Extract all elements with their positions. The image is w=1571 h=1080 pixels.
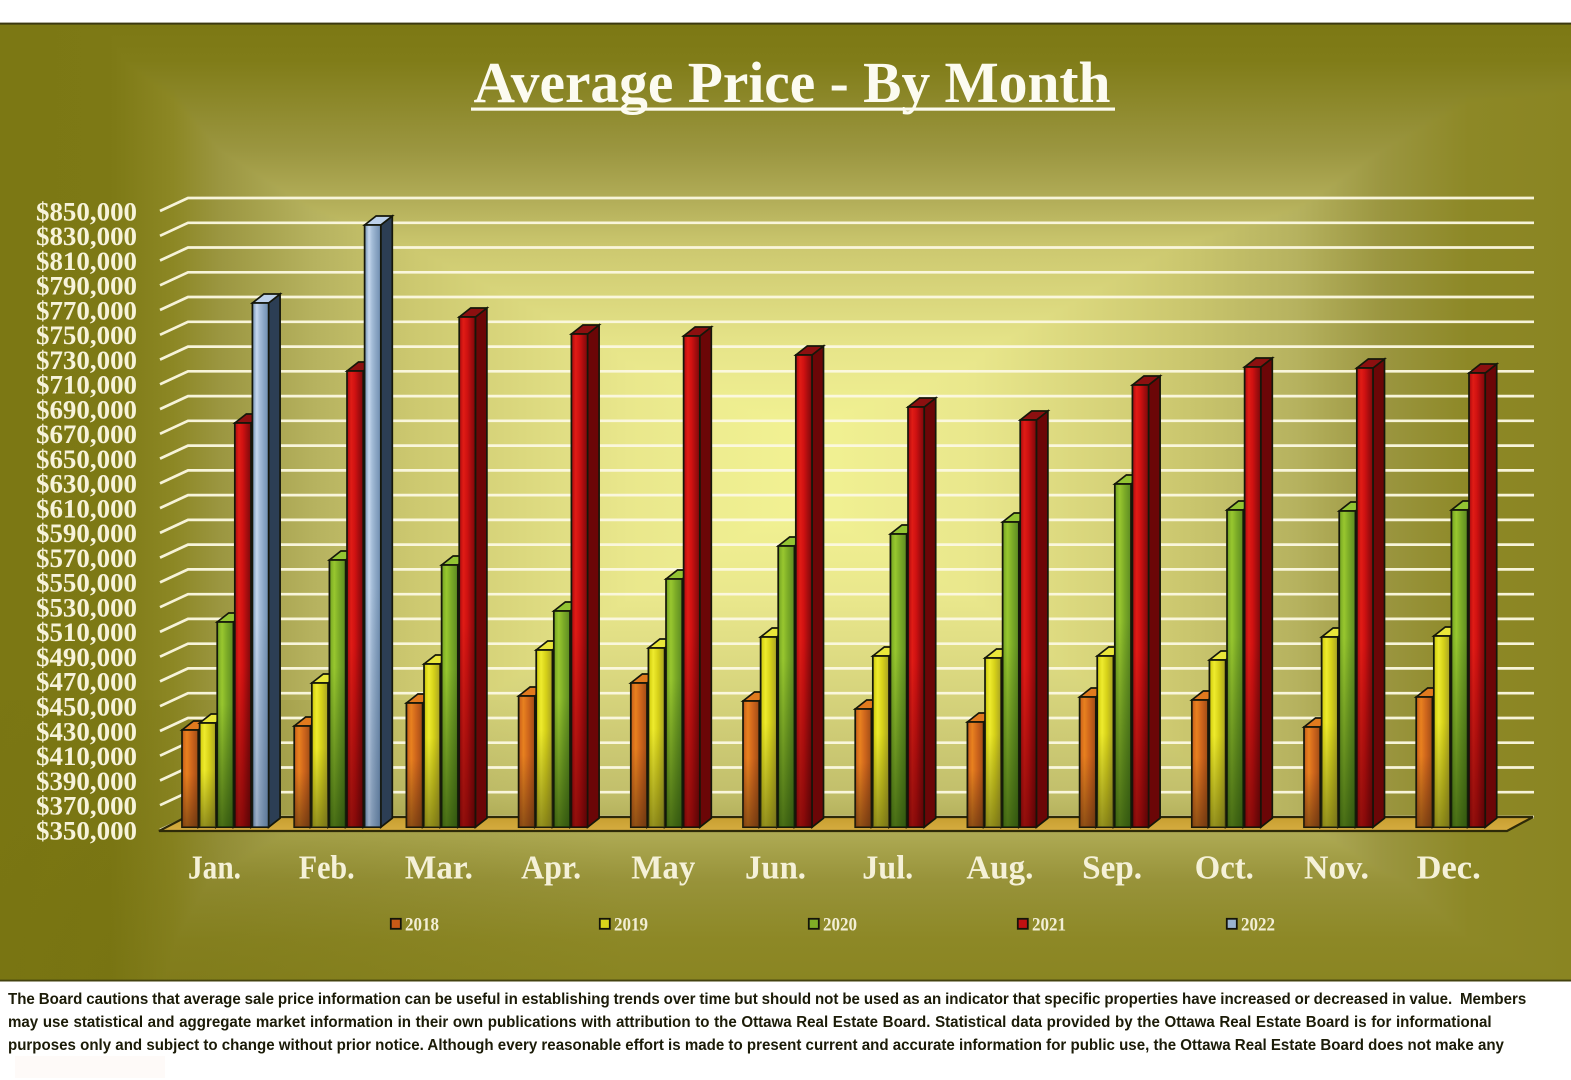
svg-text:$850,000: $850,000 <box>36 196 137 226</box>
svg-text:$490,000: $490,000 <box>36 642 137 672</box>
svg-text:$710,000: $710,000 <box>36 370 137 400</box>
svg-text:$810,000: $810,000 <box>36 246 137 276</box>
svg-text:Nov.: Nov. <box>1304 850 1369 887</box>
svg-text:Average Price - By Month: Average Price - By Month <box>474 50 1111 115</box>
svg-text:$590,000: $590,000 <box>36 518 137 548</box>
svg-text:Feb.: Feb. <box>299 850 355 887</box>
svg-text:2019: 2019 <box>614 915 648 936</box>
svg-text:2018: 2018 <box>405 915 439 936</box>
svg-text:Aug.: Aug. <box>966 850 1033 887</box>
svg-text:$370,000: $370,000 <box>36 791 137 821</box>
svg-text:$830,000: $830,000 <box>36 221 137 251</box>
svg-text:$730,000: $730,000 <box>36 345 137 375</box>
svg-text:$650,000: $650,000 <box>36 444 137 474</box>
svg-text:$690,000: $690,000 <box>36 394 137 424</box>
svg-text:$770,000: $770,000 <box>36 295 137 325</box>
svg-text:$550,000: $550,000 <box>36 568 137 598</box>
svg-text:Apr.: Apr. <box>521 850 581 887</box>
svg-text:$430,000: $430,000 <box>36 716 137 746</box>
svg-text:$630,000: $630,000 <box>36 469 137 499</box>
svg-text:2022: 2022 <box>1241 915 1275 936</box>
svg-text:May: May <box>631 850 695 887</box>
svg-text:Jan.: Jan. <box>188 850 241 887</box>
svg-text:Jun.: Jun. <box>745 850 806 887</box>
svg-text:Mar.: Mar. <box>405 850 473 887</box>
svg-text:Sep.: Sep. <box>1082 850 1142 887</box>
svg-text:$610,000: $610,000 <box>36 493 137 523</box>
svg-text:$410,000: $410,000 <box>36 741 137 771</box>
svg-text:Jul.: Jul. <box>862 850 913 887</box>
svg-text:$510,000: $510,000 <box>36 617 137 647</box>
svg-text:$790,000: $790,000 <box>36 271 137 301</box>
svg-text:Dec.: Dec. <box>1417 850 1481 887</box>
svg-text:2021: 2021 <box>1032 915 1066 936</box>
svg-text:$350,000: $350,000 <box>36 815 137 845</box>
svg-text:Oct.: Oct. <box>1195 850 1254 887</box>
svg-text:$670,000: $670,000 <box>36 419 137 449</box>
svg-text:$530,000: $530,000 <box>36 593 137 623</box>
svg-text:$450,000: $450,000 <box>36 692 137 722</box>
svg-text:$750,000: $750,000 <box>36 320 137 350</box>
svg-text:$390,000: $390,000 <box>36 766 137 796</box>
svg-text:$570,000: $570,000 <box>36 543 137 573</box>
svg-text:2020: 2020 <box>823 915 857 936</box>
svg-text:$470,000: $470,000 <box>36 667 137 697</box>
